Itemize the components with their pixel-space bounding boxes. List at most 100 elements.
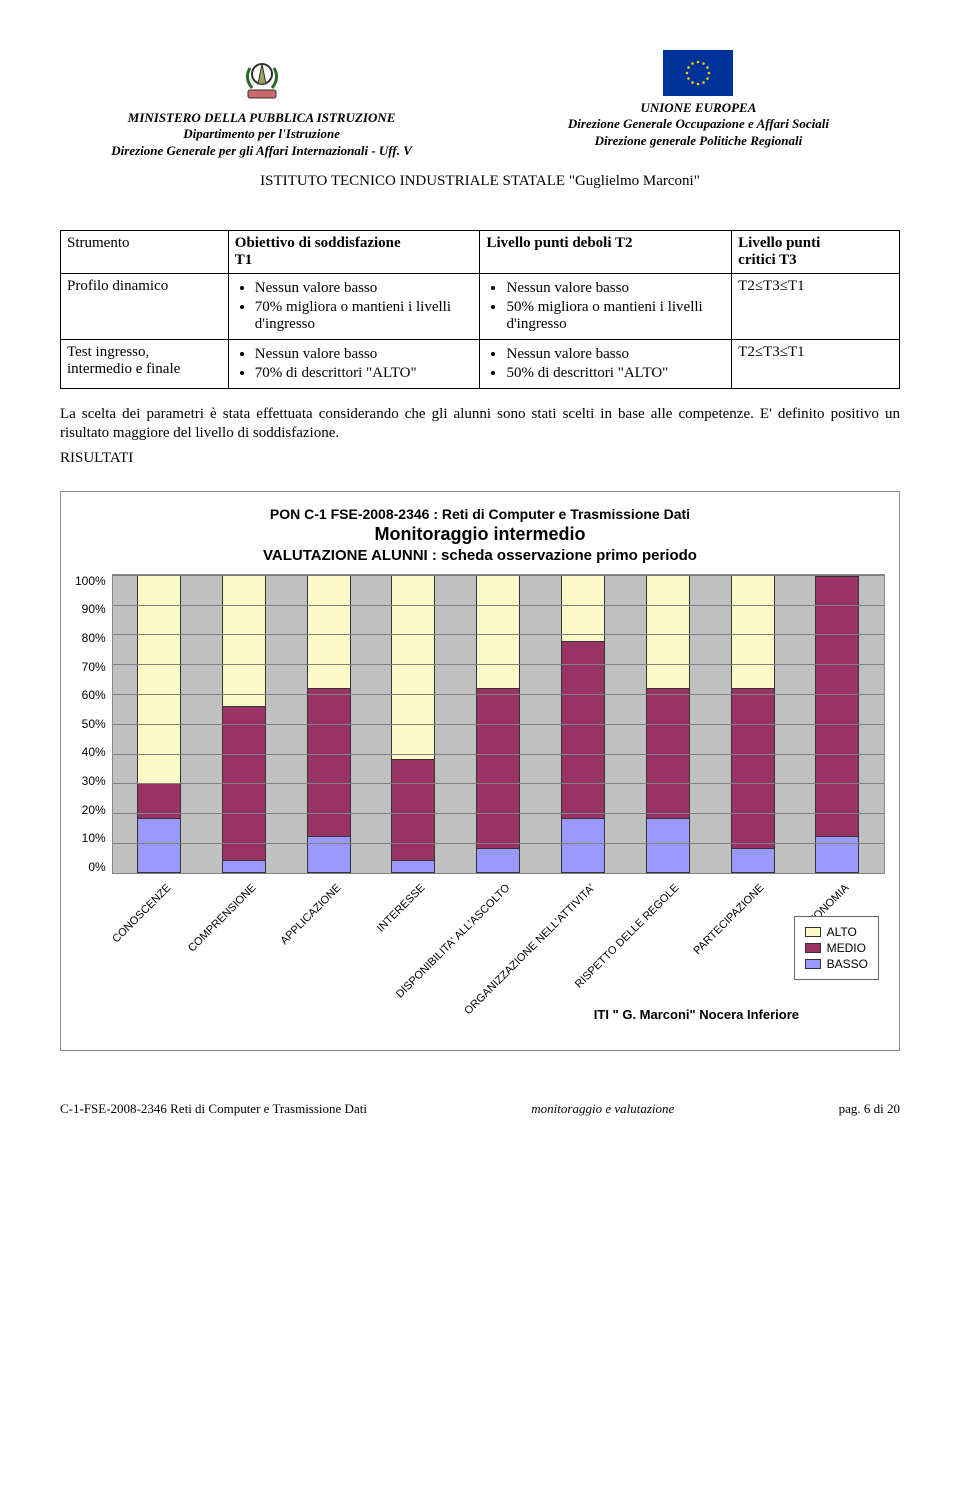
grid-line <box>113 634 884 635</box>
th-strumento: Strumento <box>67 235 130 251</box>
header-right-line3: Direzione generale Politiche Regionali <box>497 133 900 149</box>
bar-seg-basso <box>816 836 858 872</box>
bar-seg-alto <box>562 576 604 641</box>
row2-c1a: Test ingresso, <box>67 344 149 360</box>
bar-seg-medio <box>816 576 858 836</box>
header-left: MINISTERO DELLA PUBBLICA ISTRUZIONE Dipa… <box>60 50 463 159</box>
page: MINISTERO DELLA PUBBLICA ISTRUZIONE Dipa… <box>0 0 960 1147</box>
eu-flag-icon <box>663 50 733 96</box>
header-right-line2: Direzione Generale Occupazione e Affari … <box>497 116 900 132</box>
table-row: Test ingresso, intermedio e finale Nessu… <box>61 339 900 388</box>
grid-line <box>113 754 884 755</box>
grid-line <box>113 605 884 606</box>
grid-line <box>113 843 884 844</box>
grid-line <box>113 783 884 784</box>
row2-c4: T2≤T3≤T1 <box>738 344 804 360</box>
bar-seg-alto <box>477 576 519 688</box>
legend-label-medio: MEDIO <box>827 941 866 955</box>
y-tick: 0% <box>75 860 106 874</box>
row1-c1: Profilo dinamico <box>67 278 168 294</box>
x-axis-label: INTERESSE <box>375 882 428 935</box>
y-tick: 40% <box>75 745 106 759</box>
footer-center: monitoraggio e valutazione <box>531 1101 674 1117</box>
page-footer: C-1-FSE-2008-2346 Reti di Computer e Tra… <box>60 1101 900 1117</box>
bar-seg-alto <box>732 576 774 688</box>
header-left-line1: MINISTERO DELLA PUBBLICA ISTRUZIONE <box>60 110 463 126</box>
grid-line <box>113 664 884 665</box>
bar-seg-alto <box>138 576 180 783</box>
row1-c4: T2≤T3≤T1 <box>738 278 804 294</box>
th-livello-t2: Livello punti deboli T2 <box>486 235 632 251</box>
chart-title-1: PON C-1 FSE-2008-2346 : Reti di Computer… <box>75 506 885 522</box>
y-tick: 10% <box>75 831 106 845</box>
bar-seg-medio <box>477 688 519 848</box>
table-row: Profilo dinamico Nessun valore basso 70%… <box>61 273 900 339</box>
bar-seg-basso <box>138 818 180 871</box>
y-axis: 100% 90% 80% 70% 60% 50% 40% 30% 20% 10% 0% <box>75 574 112 874</box>
grid-line <box>113 724 884 725</box>
row2-c2-1: 70% di descrittori "ALTO" <box>255 365 474 382</box>
grid-line <box>113 575 884 576</box>
grid-line <box>113 694 884 695</box>
y-tick: 30% <box>75 774 106 788</box>
bar-seg-alto <box>308 576 350 688</box>
header-right-line1: UNIONE EUROPEA <box>497 100 900 116</box>
x-axis-label: COMPRENSIONE <box>186 882 258 954</box>
header-left-line3: Direzione Generale per gli Affari Intern… <box>60 143 463 159</box>
bar-seg-medio <box>732 688 774 848</box>
row1-c2-0: Nessun valore basso <box>255 280 474 297</box>
row1-c2-1: 70% migliora o mantieni i livelli d'ingr… <box>255 299 474 333</box>
bar-seg-basso <box>392 860 434 872</box>
y-tick: 70% <box>75 660 106 674</box>
bar-seg-alto <box>647 576 689 688</box>
legend-swatch-basso <box>805 959 821 969</box>
bar-seg-alto <box>223 576 265 706</box>
header-left-line2: Dipartimento per l'Istruzione <box>60 126 463 142</box>
risultati-heading: RISULTATI <box>60 450 900 467</box>
header-row: MINISTERO DELLA PUBBLICA ISTRUZIONE Dipa… <box>60 50 900 159</box>
row2-c1b: intermedio e finale <box>67 361 180 377</box>
plot-wrap: 100% 90% 80% 70% 60% 50% 40% 30% 20% 10% 0% <box>75 574 885 874</box>
y-tick: 100% <box>75 574 106 588</box>
y-tick: 20% <box>75 803 106 817</box>
chart-title-2: Monitoraggio intermedio <box>75 524 885 545</box>
bar-seg-medio <box>392 759 434 860</box>
bar-seg-basso <box>732 848 774 872</box>
grid-line <box>113 813 884 814</box>
legend-label-basso: BASSO <box>827 957 868 971</box>
footer-left: C-1-FSE-2008-2346 Reti di Computer e Tra… <box>60 1101 367 1117</box>
legend-swatch-alto <box>805 927 821 937</box>
bar-seg-basso <box>562 818 604 871</box>
bar-seg-basso <box>647 818 689 871</box>
th-obiettivo-a: Obiettivo di soddisfazione <box>235 235 401 251</box>
legend-label-alto: ALTO <box>827 925 857 939</box>
x-axis-label: CONOSCENZE <box>110 882 173 945</box>
x-axis-label: APPLICAZIONE <box>278 882 343 947</box>
y-tick: 80% <box>75 631 106 645</box>
th-livello-t3b: critici T3 <box>738 252 796 268</box>
legend-row-basso: BASSO <box>805 957 868 971</box>
chart-footer: ITI " G. Marconi" Nocera Inferiore <box>594 1007 799 1022</box>
bar-seg-basso <box>477 848 519 872</box>
row2-c3-1: 50% di descrittori "ALTO" <box>506 365 725 382</box>
th-livello-t3a: Livello punti <box>738 235 820 251</box>
x-axis-label: PARTECIPAZIONE <box>691 882 766 957</box>
chart-title-3: VALUTAZIONE ALUNNI : scheda osservazione… <box>75 547 885 564</box>
institute-title: ISTITUTO TECNICO INDUSTRIALE STATALE "Gu… <box>60 173 900 190</box>
y-tick: 90% <box>75 602 106 616</box>
x-axis-labels: CONOSCENZECOMPRENSIONEAPPLICAZIONEINTERE… <box>123 874 885 994</box>
legend-row-medio: MEDIO <box>805 941 868 955</box>
italy-emblem-icon <box>234 50 290 106</box>
y-tick: 50% <box>75 717 106 731</box>
row2-c3-0: Nessun valore basso <box>506 346 725 363</box>
row1-c3-1: 50% migliora o mantieni i livelli d'ingr… <box>506 299 725 333</box>
bar-seg-basso <box>308 836 350 872</box>
legend-row-alto: ALTO <box>805 925 868 939</box>
header-right: UNIONE EUROPEA Direzione Generale Occupa… <box>497 50 900 149</box>
footer-right: pag. 6 di 20 <box>839 1101 900 1117</box>
plot-area <box>112 574 885 874</box>
chart-legend: ALTO MEDIO BASSO <box>794 916 879 980</box>
explanatory-paragraph: La scelta dei parametri è stata effettua… <box>60 405 900 444</box>
th-obiettivo-b: T1 <box>235 252 253 268</box>
y-tick: 60% <box>75 688 106 702</box>
